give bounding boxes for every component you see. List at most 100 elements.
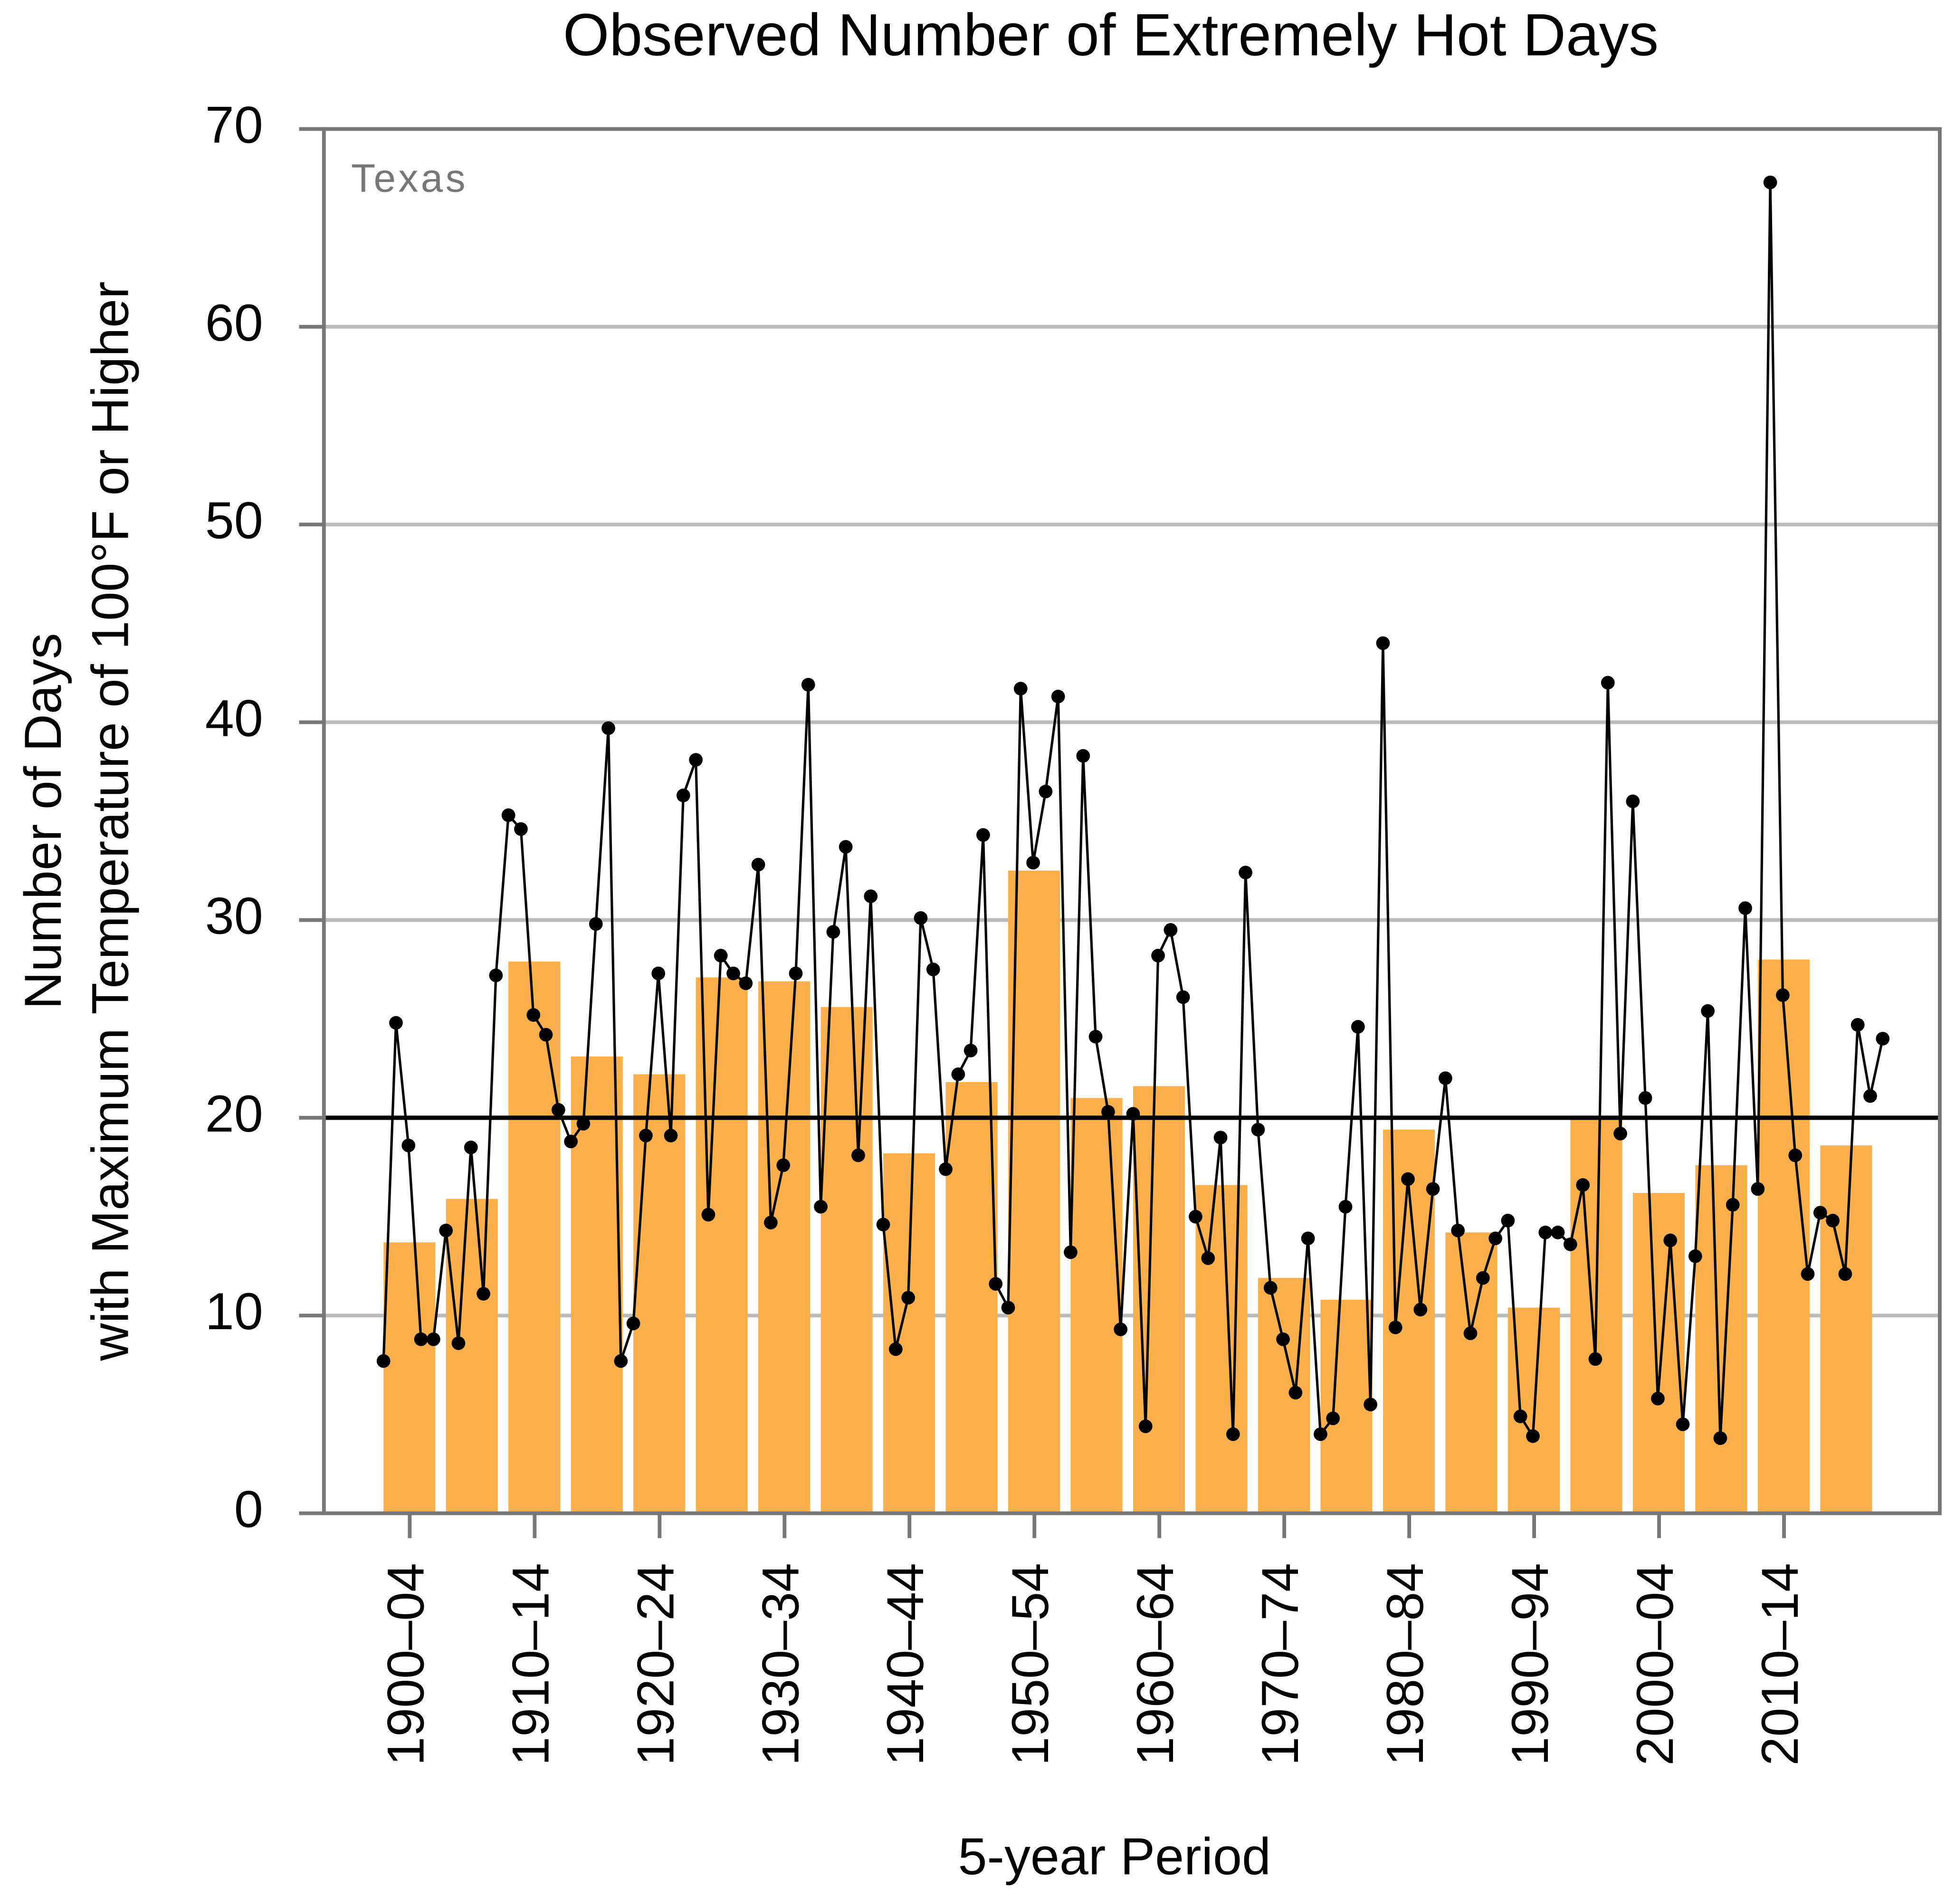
annual-point bbox=[1401, 1172, 1415, 1186]
bar bbox=[571, 1056, 623, 1514]
annual-point bbox=[864, 889, 878, 904]
annual-point bbox=[726, 966, 740, 981]
annual-point bbox=[601, 721, 615, 735]
annual-point bbox=[1413, 1303, 1428, 1317]
annual-point bbox=[564, 1134, 578, 1149]
annual-point bbox=[1776, 988, 1790, 1002]
annual-point bbox=[814, 1200, 828, 1214]
annual-point bbox=[1826, 1214, 1840, 1228]
annual-point bbox=[1726, 1198, 1740, 1212]
annual-point bbox=[963, 1044, 978, 1057]
annual-point bbox=[1588, 1352, 1603, 1366]
annual-point bbox=[1076, 749, 1090, 763]
annual-point bbox=[614, 1354, 628, 1368]
annual-point bbox=[639, 1129, 653, 1142]
annual-point bbox=[876, 1218, 890, 1232]
bar bbox=[508, 962, 561, 1514]
bar bbox=[1320, 1299, 1373, 1514]
annual-point bbox=[376, 1354, 391, 1368]
annual-point bbox=[1263, 1281, 1278, 1295]
annual-point bbox=[1876, 1032, 1890, 1046]
annual-point bbox=[464, 1141, 478, 1154]
annual-point bbox=[1388, 1320, 1402, 1334]
annual-point bbox=[1001, 1301, 1015, 1314]
annual-point bbox=[514, 822, 528, 836]
annual-point bbox=[1201, 1251, 1215, 1265]
x-tick-label: 1990–94 bbox=[1501, 1563, 1559, 1766]
bar bbox=[820, 1007, 873, 1514]
annual-point bbox=[451, 1336, 466, 1350]
annual-point bbox=[1138, 1419, 1153, 1433]
annual-point bbox=[926, 962, 940, 977]
annual-point bbox=[1013, 682, 1028, 695]
annual-point bbox=[1314, 1427, 1327, 1441]
annual-point bbox=[1101, 1105, 1115, 1119]
annual-point bbox=[501, 808, 515, 822]
bar bbox=[446, 1199, 498, 1514]
x-tick-label: 1910–14 bbox=[502, 1563, 560, 1766]
annual-point bbox=[1288, 1386, 1303, 1399]
annual-point bbox=[651, 966, 666, 981]
x-tick-label: 1980–84 bbox=[1376, 1563, 1434, 1766]
bar bbox=[883, 1153, 935, 1514]
annual-point bbox=[1276, 1332, 1290, 1346]
annual-point bbox=[776, 1158, 791, 1172]
annual-point bbox=[1239, 866, 1253, 880]
annual-point bbox=[1039, 784, 1053, 799]
y-tick-label: 0 bbox=[234, 1480, 263, 1538]
annotation: Texas bbox=[351, 155, 465, 200]
annual-point bbox=[1626, 794, 1640, 809]
annual-point bbox=[989, 1277, 1003, 1291]
annual-point bbox=[1213, 1131, 1228, 1144]
annual-point bbox=[976, 828, 990, 842]
bar bbox=[1820, 1145, 1872, 1514]
annual-point bbox=[1488, 1231, 1502, 1246]
annual-point bbox=[1376, 636, 1390, 650]
annual-point bbox=[1576, 1178, 1590, 1192]
annual-point bbox=[1563, 1238, 1577, 1251]
annual-point bbox=[851, 1148, 865, 1162]
y-axis-label: with Maximum Temperature of 100°F or Hig… bbox=[81, 281, 139, 1361]
annual-point bbox=[626, 1316, 640, 1331]
bar bbox=[383, 1242, 436, 1514]
x-tick-label: 1970–74 bbox=[1251, 1563, 1309, 1766]
annual-point bbox=[1164, 923, 1178, 937]
annual-point bbox=[1064, 1245, 1078, 1259]
annual-point bbox=[1513, 1409, 1527, 1423]
annual-point bbox=[1838, 1267, 1852, 1281]
bar bbox=[1445, 1232, 1498, 1514]
annual-point bbox=[1751, 1182, 1765, 1196]
bar bbox=[945, 1082, 998, 1514]
annual-point bbox=[1851, 1018, 1865, 1032]
annual-point bbox=[914, 911, 928, 925]
bar bbox=[1757, 959, 1810, 1514]
annual-point bbox=[1738, 901, 1752, 915]
x-tick-label: 1920–24 bbox=[627, 1563, 685, 1766]
annual-point bbox=[1176, 990, 1190, 1004]
annual-point bbox=[1364, 1398, 1377, 1411]
annual-point bbox=[839, 840, 853, 854]
annual-point bbox=[764, 1216, 778, 1229]
annual-point bbox=[1088, 1029, 1103, 1044]
annual-point bbox=[1151, 949, 1165, 962]
annual-point bbox=[576, 1117, 591, 1131]
bar bbox=[633, 1074, 686, 1514]
y-tick-label: 20 bbox=[205, 1085, 263, 1143]
x-tick-label: 2000–04 bbox=[1626, 1563, 1684, 1766]
bar bbox=[1632, 1193, 1685, 1514]
annual-point bbox=[589, 917, 603, 931]
annual-point bbox=[1463, 1326, 1478, 1341]
annual-point bbox=[1538, 1226, 1553, 1239]
annual-point bbox=[901, 1291, 916, 1305]
annual-point bbox=[1476, 1271, 1490, 1285]
annual-point bbox=[714, 949, 728, 962]
annual-point bbox=[1601, 676, 1615, 690]
annual-point bbox=[701, 1208, 715, 1222]
annual-point bbox=[401, 1138, 416, 1152]
annual-point bbox=[826, 925, 840, 939]
annual-point bbox=[526, 1008, 541, 1022]
annual-point bbox=[676, 789, 690, 802]
annual-point bbox=[1501, 1214, 1515, 1228]
